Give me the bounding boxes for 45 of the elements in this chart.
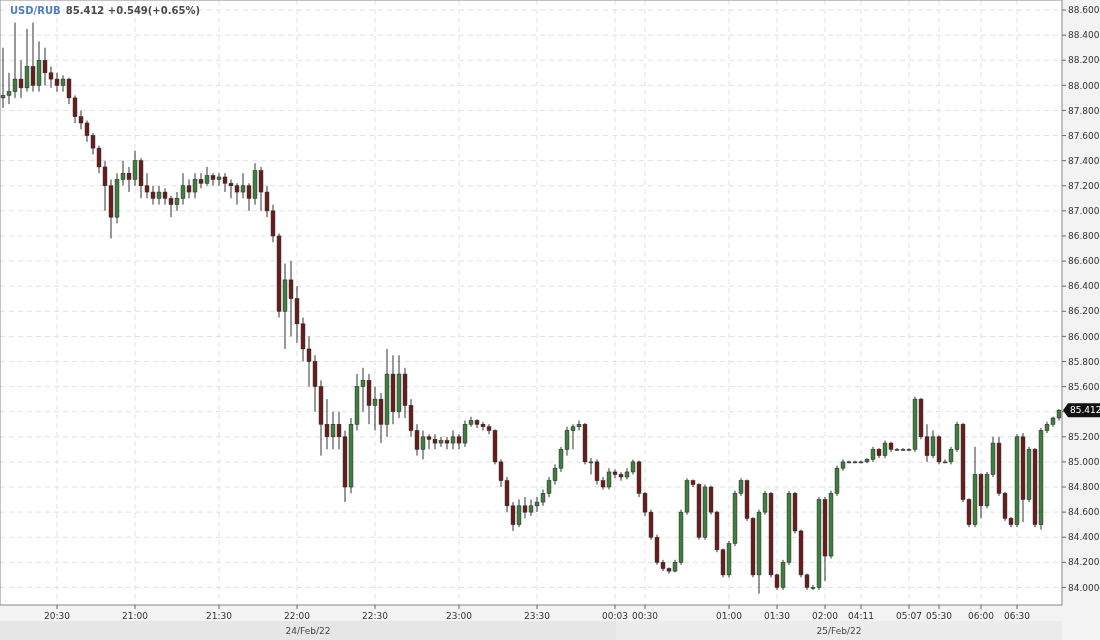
text: 85.412 — [1070, 405, 1100, 416]
y-tick-label: 88.000 — [1068, 80, 1100, 91]
text: 24/Feb/22 — [285, 626, 331, 636]
x-tick-label: 22:00 — [284, 611, 311, 621]
x-tick-label: 05:30 — [926, 611, 953, 621]
x-tick-label: 00:03 — [602, 611, 628, 621]
y-tick-label: 87.800 — [1068, 105, 1100, 116]
x-tick-label: 01:30 — [764, 611, 791, 621]
x-tick-label: 06:30 — [1004, 611, 1031, 621]
y-tick-label: 84.000 — [1068, 582, 1100, 593]
x-tick-label: 22:30 — [362, 611, 389, 621]
y-tick-label: 88.200 — [1068, 55, 1100, 66]
y-tick-label: 88.600 — [1068, 5, 1100, 16]
x-tick-label: 21:30 — [206, 611, 233, 621]
x-tick-label: 04:11 — [848, 611, 874, 621]
y-tick-label: 87.200 — [1068, 180, 1100, 191]
text: 25/Feb/22 — [816, 626, 862, 636]
y-tick-label: 85.200 — [1068, 431, 1100, 442]
y-tick-label: 87.600 — [1068, 130, 1100, 141]
text: USD/RUB — [10, 5, 61, 16]
y-tick-label: 86.200 — [1068, 306, 1100, 317]
text: 85.412 +0.549(+0.65%) — [65, 5, 201, 16]
y-tick-label: 87.400 — [1068, 155, 1100, 166]
x-tick-label: 00:30 — [632, 611, 659, 621]
y-tick-label: 86.800 — [1068, 231, 1100, 242]
y-tick-label: 85.000 — [1068, 457, 1100, 468]
x-tick-label: 06:00 — [968, 611, 995, 621]
x-tick-label: 20:30 — [44, 611, 71, 621]
y-tick-label: 84.200 — [1068, 557, 1100, 568]
x-tick-label: 23:00 — [446, 611, 473, 621]
y-tick-label: 84.600 — [1068, 507, 1100, 518]
y-tick-label: 85.600 — [1068, 381, 1100, 392]
y-tick-label: 87.000 — [1068, 206, 1100, 217]
y-tick-label: 88.400 — [1068, 30, 1100, 41]
x-tick-label: 02:00 — [812, 611, 839, 621]
y-tick-label: 86.400 — [1068, 281, 1100, 292]
y-tick-label: 86.600 — [1068, 256, 1100, 267]
y-tick-label: 85.800 — [1068, 356, 1100, 367]
x-tick-label: 21:00 — [122, 611, 149, 621]
x-tick-label: 23:30 — [524, 611, 551, 621]
y-tick-label: 84.400 — [1068, 532, 1100, 543]
y-tick-label: 84.800 — [1068, 482, 1100, 493]
x-tick-label: 05:07 — [896, 611, 922, 621]
y-tick-label: 86.000 — [1068, 331, 1100, 342]
x-tick-label: 01:00 — [716, 611, 743, 621]
